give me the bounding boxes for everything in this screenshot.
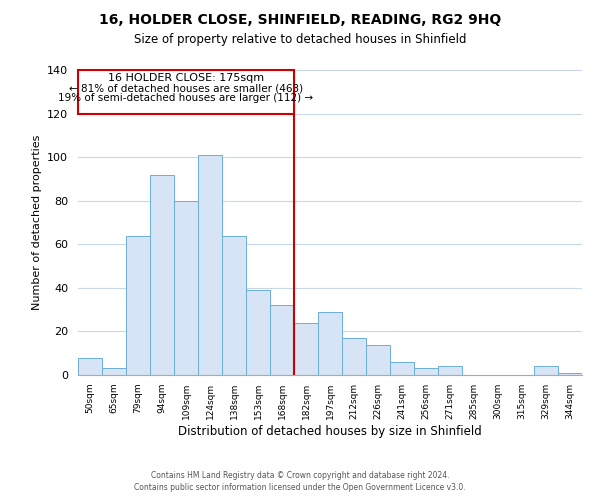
Text: Size of property relative to detached houses in Shinfield: Size of property relative to detached ho… xyxy=(134,32,466,46)
Text: 16, HOLDER CLOSE, SHINFIELD, READING, RG2 9HQ: 16, HOLDER CLOSE, SHINFIELD, READING, RG… xyxy=(99,12,501,26)
Text: ← 81% of detached houses are smaller (463): ← 81% of detached houses are smaller (46… xyxy=(69,83,303,93)
Bar xyxy=(198,155,222,375)
Bar xyxy=(318,312,342,375)
FancyBboxPatch shape xyxy=(78,70,294,114)
Bar xyxy=(126,236,150,375)
Bar xyxy=(294,322,318,375)
X-axis label: Distribution of detached houses by size in Shinfield: Distribution of detached houses by size … xyxy=(178,424,482,438)
Bar xyxy=(246,290,270,375)
Bar xyxy=(414,368,438,375)
Bar xyxy=(78,358,102,375)
Bar xyxy=(558,373,582,375)
Bar xyxy=(438,366,462,375)
Bar xyxy=(150,174,174,375)
Text: Contains HM Land Registry data © Crown copyright and database right 2024.
Contai: Contains HM Land Registry data © Crown c… xyxy=(134,471,466,492)
Bar xyxy=(366,344,390,375)
Bar xyxy=(534,366,558,375)
Bar xyxy=(102,368,126,375)
Text: 19% of semi-detached houses are larger (112) →: 19% of semi-detached houses are larger (… xyxy=(58,93,314,103)
Bar xyxy=(222,236,246,375)
Y-axis label: Number of detached properties: Number of detached properties xyxy=(32,135,41,310)
Bar xyxy=(390,362,414,375)
Bar xyxy=(342,338,366,375)
Bar xyxy=(174,200,198,375)
Bar xyxy=(270,306,294,375)
Text: 16 HOLDER CLOSE: 175sqm: 16 HOLDER CLOSE: 175sqm xyxy=(108,74,264,84)
